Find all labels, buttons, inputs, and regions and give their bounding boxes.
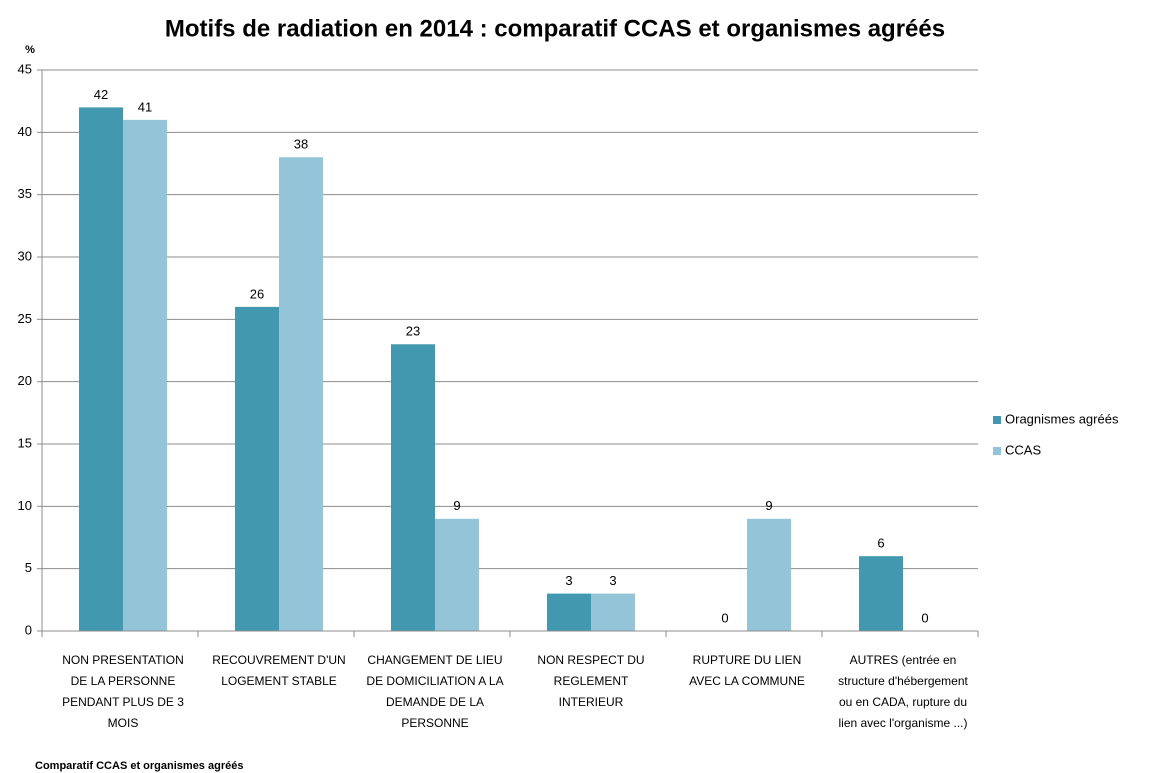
bar	[747, 518, 791, 631]
bar	[279, 157, 323, 631]
chart-title: Motifs de radiation en 2014 : comparatif…	[165, 15, 945, 42]
x-tick-label: NON RESPECT DU REGLEMENT INTERIEUR	[537, 653, 645, 709]
bar	[435, 518, 479, 631]
x-tick-label: NON PRESENTATION DE LA PERSONNE PENDANT …	[62, 653, 184, 730]
legend-swatch	[993, 447, 1001, 455]
x-tick-label: RUPTURE DU LIEN AVEC LA COMMUNE	[689, 653, 805, 688]
x-tick-label: AUTRES (entrée en structure d'hébergemen…	[838, 653, 968, 730]
bar	[123, 119, 167, 631]
legend-swatch	[993, 416, 1001, 424]
data-label: 0	[921, 610, 928, 625]
data-label: 9	[453, 498, 460, 513]
y-tick-label: 5	[25, 560, 32, 575]
data-label: 41	[138, 99, 152, 114]
y-tick-label: 15	[18, 435, 32, 450]
data-label: 6	[877, 536, 884, 551]
bar	[235, 306, 279, 631]
legend-label: CCAS	[1005, 442, 1041, 457]
data-label: 26	[250, 286, 264, 301]
footnote: Comparatif CCAS et organismes agréés	[35, 760, 243, 772]
bar	[547, 593, 591, 631]
bar	[591, 593, 635, 631]
bar	[859, 556, 903, 631]
data-label: 23	[406, 324, 420, 339]
y-tick-label: 0	[25, 622, 32, 637]
data-label: 3	[565, 573, 572, 588]
y-tick-label: 35	[18, 186, 32, 201]
y-tick-label: 45	[18, 61, 32, 76]
x-tick-label: CHANGEMENT DE LIEU DE DOMICILIATION A LA…	[366, 653, 504, 730]
x-tick-label: RECOUVREMENT D'UN LOGEMENT STABLE	[212, 653, 346, 688]
y-tick-label: 30	[18, 248, 32, 263]
y-tick-label: 40	[18, 124, 32, 139]
bar	[391, 344, 435, 631]
y-axis-label: %	[25, 44, 35, 56]
data-label: 3	[609, 573, 616, 588]
bar	[79, 107, 123, 631]
y-tick-label: 20	[18, 373, 32, 388]
data-label: 0	[721, 610, 728, 625]
y-tick-label: 25	[18, 311, 32, 326]
data-label: 9	[765, 498, 772, 513]
data-label: 38	[294, 137, 308, 152]
legend-label: Oragnismes agréés	[1005, 411, 1119, 426]
data-label: 42	[94, 87, 108, 102]
y-tick-label: 10	[18, 498, 32, 513]
